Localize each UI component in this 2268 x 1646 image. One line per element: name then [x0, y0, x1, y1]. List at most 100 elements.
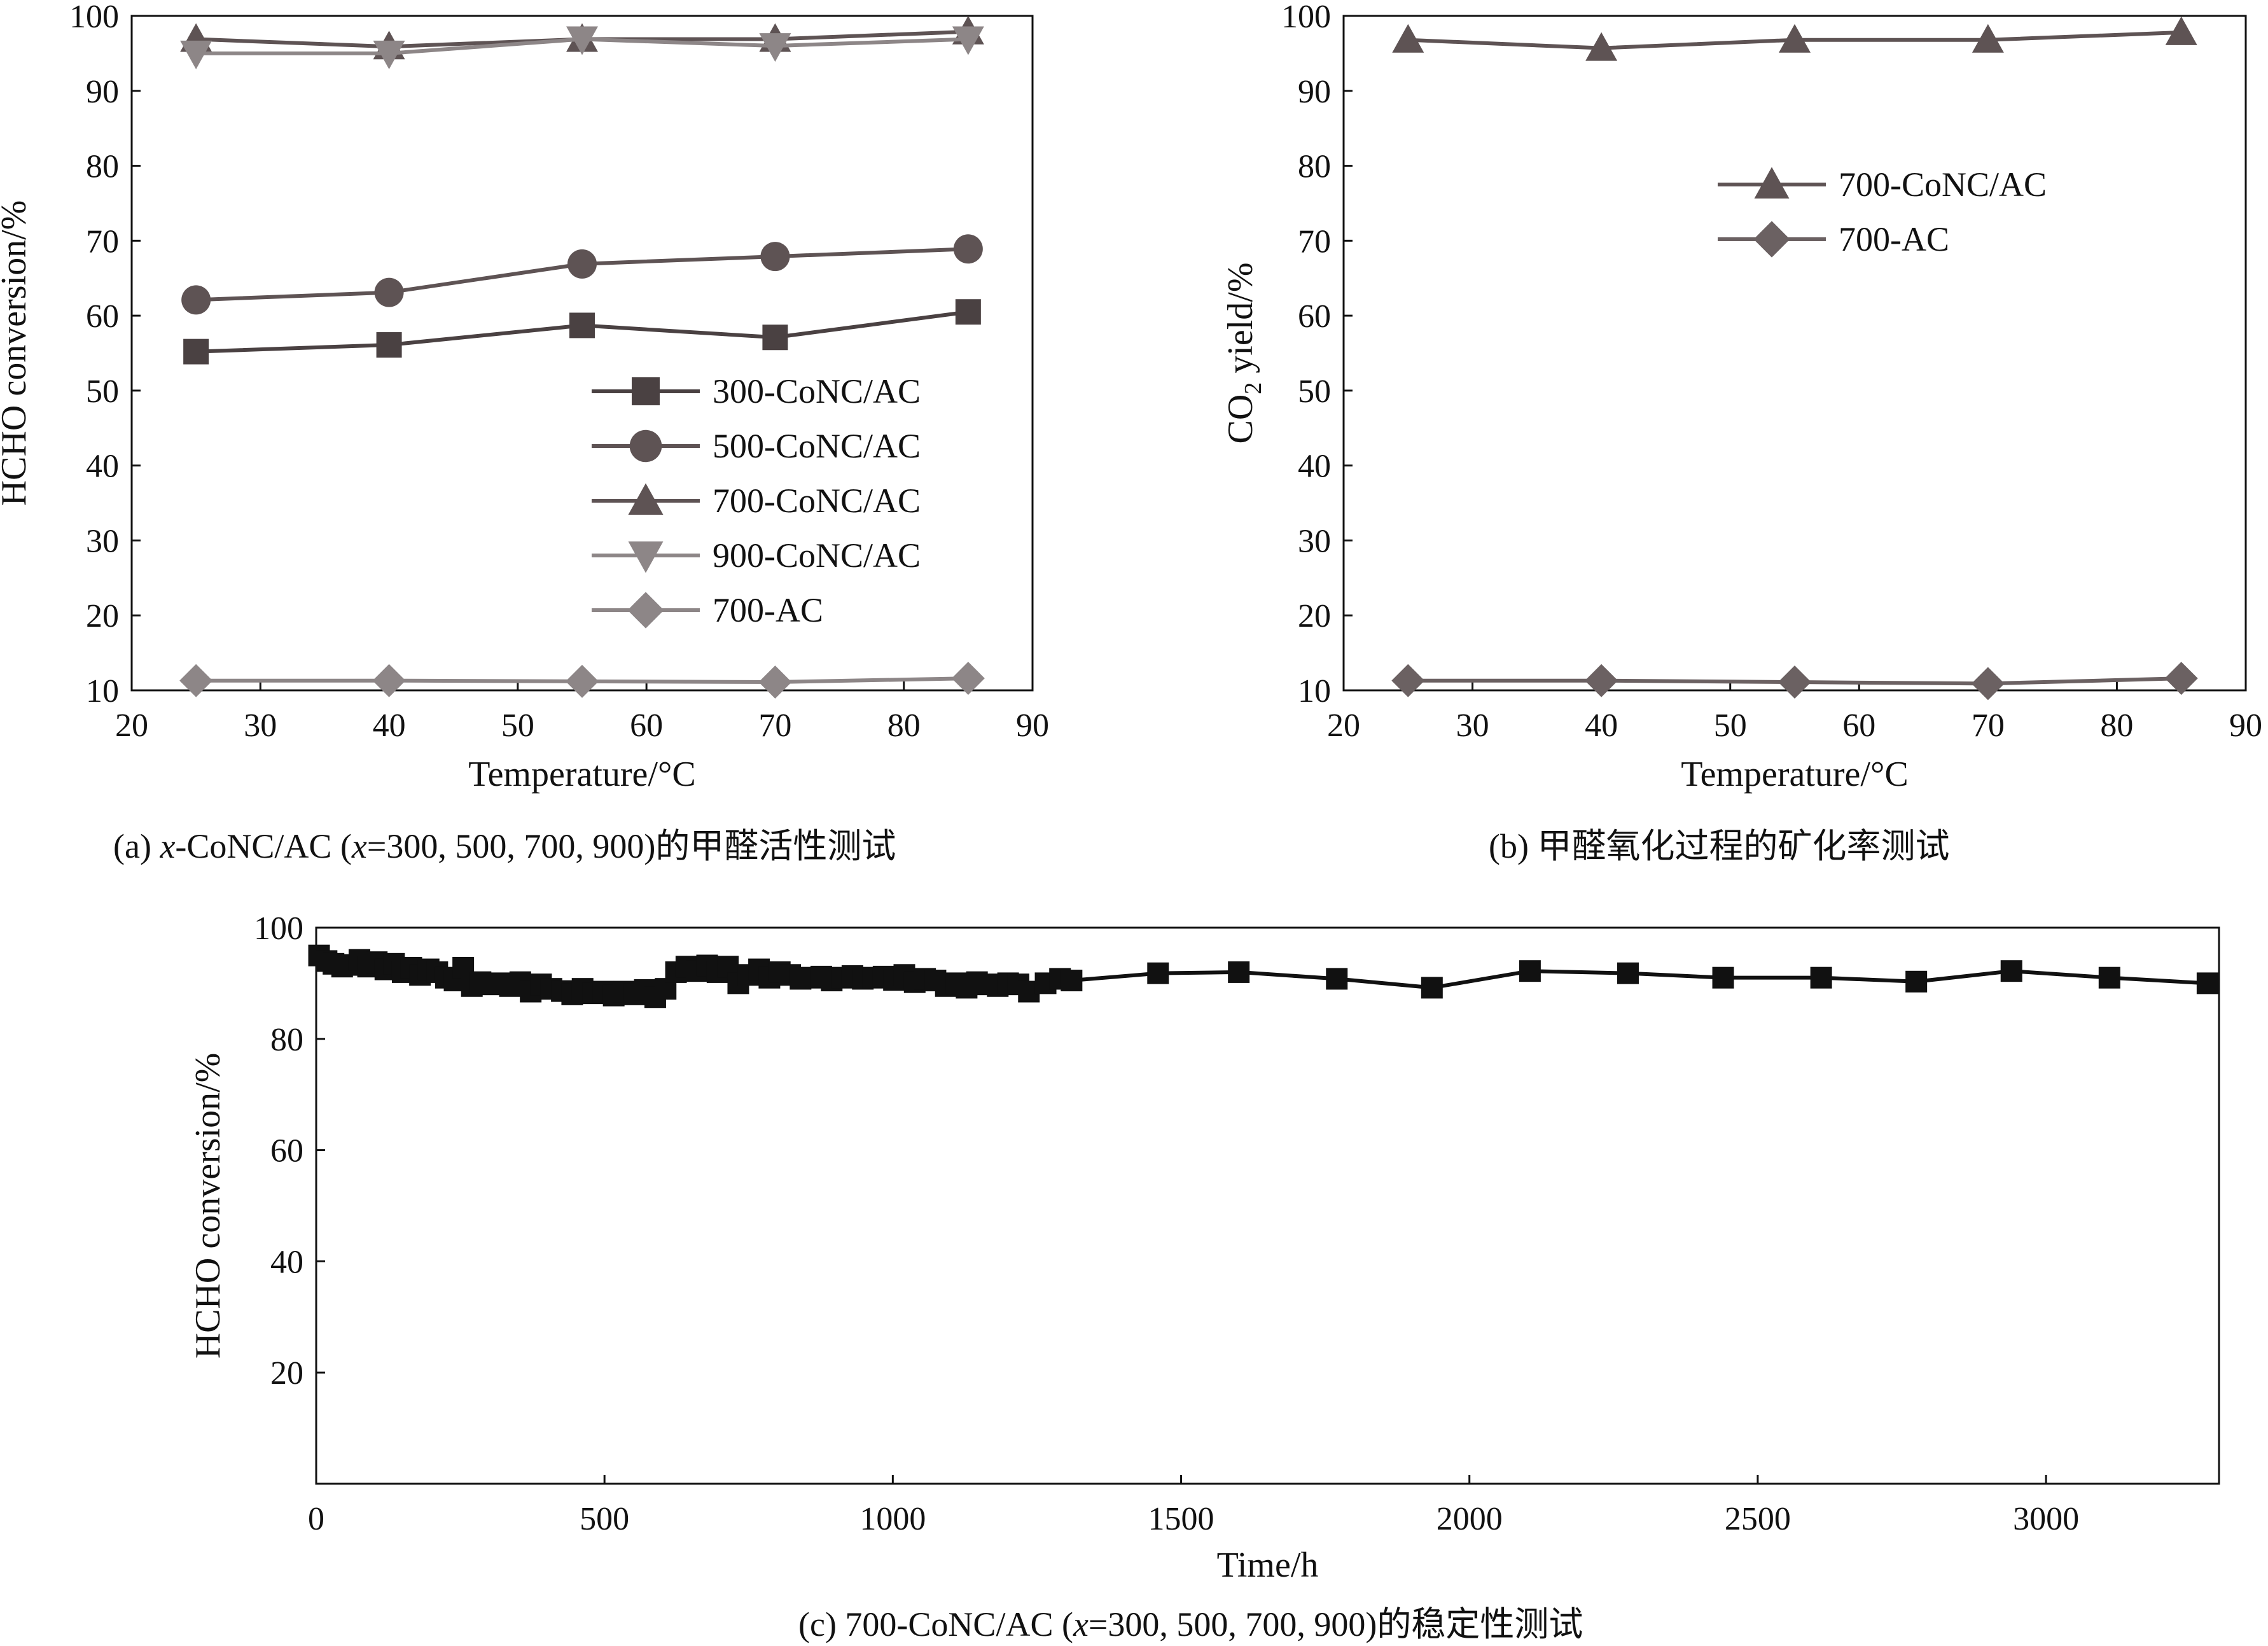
data-point — [1061, 970, 1083, 992]
y-axis-label: HCHO conversion/% — [188, 1053, 228, 1359]
x-tick-label: 30 — [244, 708, 277, 744]
caption-a-suffix: =300, 500, 700, 900)的甲醛活性测试 — [366, 827, 896, 865]
caption-a-prefix: (a) — [113, 827, 160, 865]
data-point — [1712, 966, 1734, 989]
data-point — [759, 33, 791, 62]
y-axis-label-main: CO — [1221, 394, 1260, 444]
y-tick-label: 90 — [1298, 74, 1331, 110]
y-axis-label-sub: 2 — [1240, 382, 1267, 394]
x-tick-label: 30 — [1456, 708, 1489, 744]
x-tick-label: 3000 — [2013, 1501, 2079, 1537]
caption-c-prefix: (c) 700-CoNC/AC ( — [798, 1605, 1073, 1643]
data-point — [1972, 24, 2004, 53]
y-tick-label: 30 — [1298, 523, 1331, 559]
x-tick-label: 500 — [580, 1501, 629, 1537]
data-point — [566, 26, 598, 55]
data-point — [181, 285, 211, 315]
data-point — [180, 40, 212, 69]
x-axis-label: Temperature/°C — [468, 755, 695, 794]
x-tick-label: 1500 — [1148, 1501, 1214, 1537]
data-point — [951, 662, 985, 695]
caption-a-mid: -CoNC/AC ( — [175, 827, 352, 865]
data-point — [376, 332, 402, 358]
caption-c-x: x — [1073, 1605, 1089, 1643]
legend-marker — [627, 592, 664, 629]
y-tick-label: 70 — [1298, 223, 1331, 260]
chart-b: 20 30 40 50 60 70 80 90102030405060708090100Tem… — [1221, 0, 2262, 794]
data-point — [758, 666, 792, 699]
legend-marker — [629, 429, 662, 463]
y-tick-label: 60 — [270, 1133, 303, 1169]
plot-frame — [130, 15, 1034, 692]
data-point — [1585, 32, 1618, 61]
x-tick-label: 2000 — [1437, 1501, 1503, 1537]
data-point — [762, 324, 788, 351]
x-tick-label: 70 — [1972, 708, 2005, 744]
y-axis-label: HCHO conversion/% — [0, 200, 34, 506]
y-tick-label: 50 — [1298, 373, 1331, 410]
x-tick-label: 90 — [1016, 708, 1049, 744]
y-tick-label: 20 — [270, 1355, 303, 1391]
y-tick-label: 10 — [86, 673, 119, 709]
x-tick-label: 40 — [373, 708, 406, 744]
y-tick-label: 80 — [86, 149, 119, 185]
data-point — [1585, 664, 1618, 697]
legend-label: 700-CoNC/AC — [713, 482, 921, 520]
chart-c: 0 500 1000 1500 2000 2500 3000 20 40 60 80 100 Time/… — [188, 910, 2220, 1585]
y-tick-label: 80 — [1298, 149, 1331, 185]
data-point — [569, 312, 595, 338]
y-tick-label: 80 — [270, 1022, 303, 1058]
legend-label: 700-AC — [1839, 220, 1949, 258]
data-point — [372, 664, 406, 697]
x-tick-label: 80 — [887, 708, 921, 744]
y-tick-label: 30 — [86, 523, 119, 559]
x-tick-label: 2500 — [1725, 1501, 1791, 1537]
data-point — [1421, 977, 1443, 999]
x-axis-label: Temperature/°C — [1681, 755, 1908, 794]
x-tick-label: 50 — [501, 708, 534, 744]
y-tick-label: 100 — [254, 910, 303, 947]
data-point — [183, 338, 209, 365]
y-tick-label: 40 — [1298, 449, 1331, 485]
y-tick-label: 100 — [1281, 0, 1331, 35]
x-tick-label: 90 — [2229, 708, 2262, 744]
data-point — [1778, 666, 1811, 699]
legend-label: 700-AC — [713, 591, 823, 629]
x-tick-label: 50 — [1714, 708, 1747, 744]
caption-b-text: (b) 甲醛氧化过程的矿化率测试 — [1489, 827, 1950, 865]
y-tick-label: 40 — [270, 1244, 303, 1280]
x-tick-label: 20 — [1327, 708, 1360, 744]
data-point — [953, 234, 983, 264]
x-tick-label: 40 — [1585, 708, 1618, 744]
caption-c: (c) 700-CoNC/AC (x=300, 500, 700, 900)的稳… — [798, 1596, 1583, 1646]
y-tick-label: 40 — [86, 449, 119, 485]
x-tick-label: 0 — [308, 1501, 324, 1537]
plot-frame — [1342, 15, 2247, 692]
y-tick-label: 20 — [86, 598, 119, 634]
x-tick-label: 80 — [2100, 708, 2133, 744]
data-point — [1905, 970, 1928, 993]
data-point — [2098, 966, 2120, 989]
data-point — [2164, 662, 2198, 695]
data-point — [179, 664, 213, 697]
data-point — [567, 249, 597, 279]
data-point — [2165, 16, 2197, 45]
data-point — [955, 299, 981, 325]
caption-a-x: x — [160, 827, 176, 865]
y-tick-label: 100 — [69, 0, 119, 35]
data-point — [760, 242, 790, 272]
y-tick-label: 20 — [1298, 598, 1331, 634]
y-axis-label-rest: yield/% — [1221, 263, 1260, 382]
data-point — [1391, 664, 1425, 697]
data-point — [2000, 960, 2022, 982]
data-point — [566, 664, 599, 698]
data-point — [1779, 24, 1811, 53]
data-point — [2196, 972, 2218, 994]
legend-label: 700-CoNC/AC — [1839, 165, 2047, 204]
data-point — [374, 277, 404, 307]
caption-c-suffix: =300, 500, 700, 900)的稳定性测试 — [1088, 1605, 1583, 1643]
x-tick-label: 60 — [630, 708, 663, 744]
legend-label: 300-CoNC/AC — [713, 372, 921, 410]
chart-a: 20 30 40 50 60 70 80 90102030405060708090100Tem… — [0, 0, 1049, 794]
data-point — [1147, 962, 1169, 984]
